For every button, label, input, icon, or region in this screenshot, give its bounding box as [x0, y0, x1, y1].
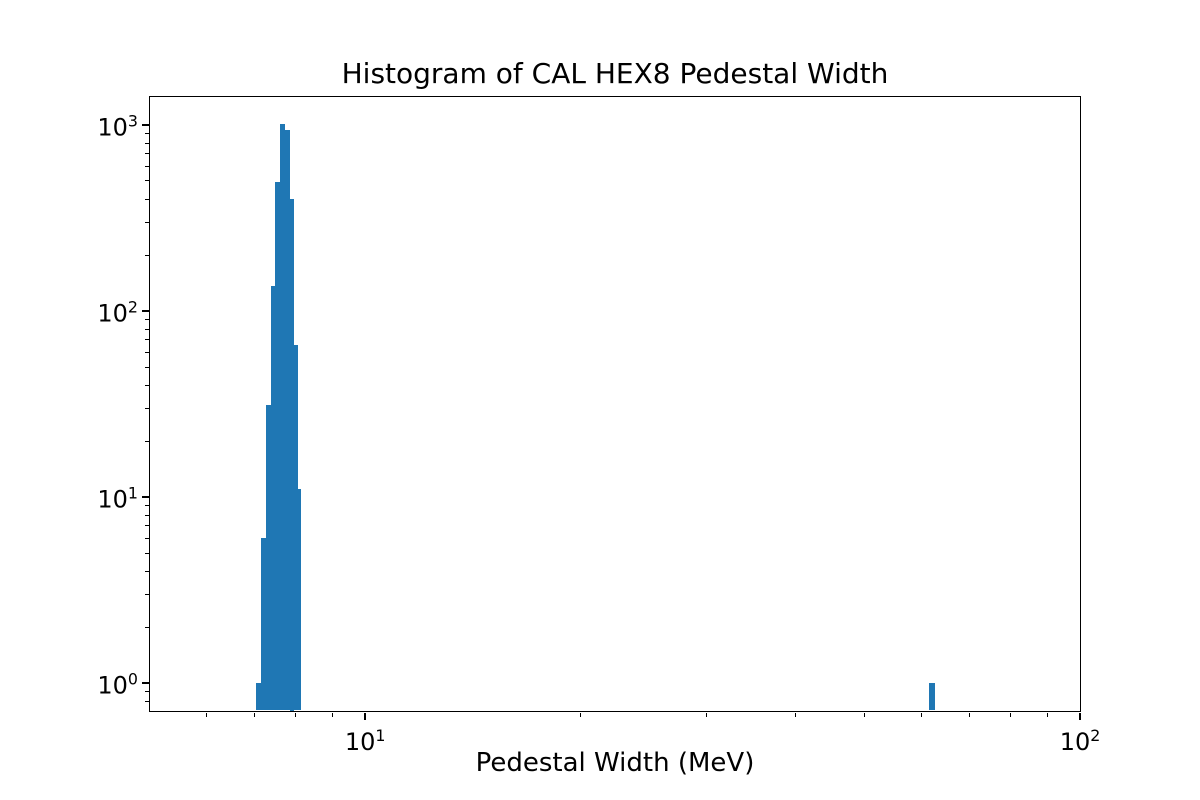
y-axis-minor-tick: [144, 552, 149, 554]
y-axis-minor-tick: [144, 366, 149, 368]
y-tick-label: 102: [97, 297, 138, 328]
histogram-bar: [280, 124, 285, 711]
plot-area: [148, 95, 1081, 712]
x-axis-minor-tick: [1046, 712, 1048, 717]
y-axis-major-tick: [141, 496, 149, 498]
histogram-bar: [270, 286, 276, 711]
chart-title: Histogram of CAL HEX8 Pedestal Width: [341, 57, 889, 90]
x-tick-label: 102: [1059, 726, 1101, 756]
y-tick-label: 103: [97, 111, 138, 142]
x-tick-label: 101: [344, 726, 386, 756]
y-axis-minor-tick: [144, 142, 149, 144]
x-axis-minor-tick: [864, 712, 866, 717]
y-axis-minor-tick: [144, 384, 149, 386]
y-tick-label: 100: [97, 669, 138, 700]
y-axis-minor-tick: [144, 407, 149, 409]
x-axis-minor-tick: [795, 712, 796, 717]
histogram-bar: [265, 405, 271, 711]
y-axis-minor-tick: [144, 691, 149, 693]
x-axis-minor-tick: [705, 712, 707, 717]
y-axis-minor-tick: [144, 339, 149, 341]
y-axis-major-tick: [141, 124, 149, 126]
y-axis-major-tick: [141, 682, 149, 684]
x-axis-minor-tick: [332, 712, 333, 717]
y-axis-minor-tick: [144, 198, 149, 200]
y-axis-minor-tick: [144, 514, 149, 516]
y-axis-minor-tick: [144, 132, 149, 134]
histogram-bar: [261, 537, 266, 711]
x-axis-minor-tick: [254, 712, 255, 717]
y-axis-minor-tick: [144, 700, 149, 702]
y-axis-minor-tick: [144, 328, 149, 330]
y-axis-minor-tick: [144, 525, 149, 527]
y-axis-minor-tick: [144, 165, 149, 167]
x-axis-minor-tick: [206, 712, 208, 717]
x-axis-label: Pedestal Width (MeV): [475, 748, 755, 778]
x-axis-minor-tick: [968, 712, 970, 717]
y-axis-minor-tick: [144, 351, 149, 353]
y-axis-minor-tick: [144, 221, 149, 223]
y-axis-minor-tick: [144, 254, 149, 256]
y-axis-minor-tick: [144, 505, 149, 507]
y-tick-label: 101: [97, 483, 138, 514]
y-axis-minor-tick: [144, 570, 149, 572]
y-axis-minor-tick: [144, 319, 149, 320]
histogram-bar: [275, 182, 281, 711]
histogram-bar: [255, 682, 261, 711]
histogram-bar: [293, 345, 299, 711]
x-axis-major-tick: [364, 712, 366, 720]
histogram-bar: [298, 488, 302, 711]
x-axis-major-tick: [1079, 712, 1081, 720]
histogram-bar: [289, 198, 294, 711]
x-axis-minor-tick: [579, 712, 581, 717]
y-axis-major-tick: [141, 310, 149, 312]
y-axis-minor-tick: [144, 440, 149, 442]
y-axis-minor-tick: [144, 180, 149, 182]
y-axis-minor-tick: [144, 537, 149, 539]
y-axis-minor-tick: [144, 153, 149, 155]
y-axis-minor-tick: [144, 626, 149, 628]
x-axis-minor-tick: [295, 712, 297, 717]
y-axis-minor-tick: [144, 593, 149, 595]
x-axis-minor-tick: [920, 712, 922, 717]
histogram-bar: [928, 682, 935, 711]
histogram-bar: [284, 130, 290, 711]
x-axis-minor-tick: [1010, 712, 1012, 717]
